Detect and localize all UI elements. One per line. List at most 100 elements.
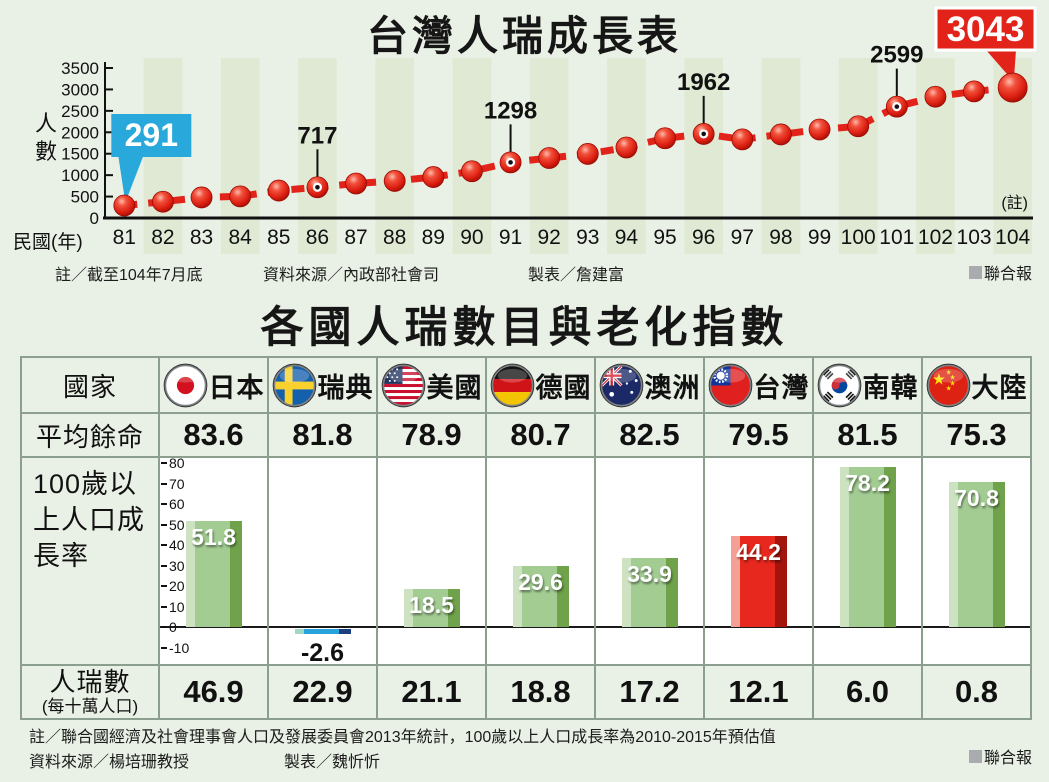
life-expectancy-value: 75.3	[923, 414, 1030, 456]
zero-baseline	[378, 626, 485, 628]
x-axis-year-label: 93	[576, 226, 599, 249]
brand-label: 聯合報	[983, 750, 1032, 767]
centenarian-count-value: 12.1	[705, 666, 812, 718]
zero-baseline	[814, 626, 921, 628]
bar-value-label: -2.6	[300, 639, 345, 664]
country-cell-germany: 德國	[487, 358, 594, 412]
growth-line-chart: 0 500 1000 1500 2000 2500 3000 3500 81 82 83 84 85 86…	[61, 6, 1037, 254]
bar-y-axis-tick: 70	[161, 475, 185, 493]
bar-y-axis-tick: 30	[161, 557, 185, 575]
row-label-centenarians: 人瑞數 (每十萬人口)	[22, 666, 158, 718]
svg-text:★: ★	[949, 380, 955, 387]
flag-usa-icon	[381, 363, 425, 407]
country-cell-taiwan: 台灣	[705, 358, 812, 412]
data-point-dot	[229, 185, 252, 208]
data-point-dot	[963, 80, 985, 103]
country-cell-japan: 日本	[160, 358, 267, 412]
centenarian-count-value: 21.1	[378, 666, 485, 718]
data-point-dot	[152, 190, 174, 213]
x-axis-year-label: 84	[229, 226, 253, 249]
x-axis-year-label: 81	[113, 226, 136, 249]
data-point-dot	[345, 172, 367, 195]
bar-y-axis-tick-label: 70	[169, 475, 185, 492]
brand-badge: 聯合報	[928, 744, 1032, 768]
year-column-stripe	[761, 58, 801, 254]
x-axis-year-label: 103	[957, 226, 992, 249]
x-axis-year-label: 89	[422, 226, 445, 249]
life-expectancy-value: 81.5	[814, 414, 921, 456]
callout-tail	[118, 156, 144, 203]
zero-baseline	[487, 626, 594, 628]
bar-value-label: 44.2	[736, 539, 781, 566]
bar-value-label: 29.6	[518, 569, 563, 596]
growth-rate-bar: 18.5	[403, 589, 460, 627]
data-point-dot	[576, 143, 599, 165]
x-axis-year-label: 82	[151, 226, 174, 249]
brand-square-icon	[968, 749, 982, 763]
y-axis-tick-label: 3000	[61, 80, 99, 99]
data-point-dot	[924, 85, 947, 108]
country-name: 日本	[208, 372, 265, 403]
growth-rate-bar: 70.8	[948, 481, 1005, 627]
data-point-dot	[731, 128, 754, 151]
life-expectancy-value: 78.9	[378, 414, 485, 456]
x-axis-year-label: 99	[808, 226, 831, 249]
tick-mark	[161, 462, 167, 464]
centenarian-count-value: 18.8	[487, 666, 594, 718]
x-axis-year-label: 97	[731, 226, 754, 249]
bar-value-label: 70.8	[954, 484, 999, 511]
table-footnote: 註／聯合國經濟及社會理事會人口及發展委員會2013年統計，100歲以上人口成長率…	[29, 729, 776, 746]
growth-rate-bar: 29.6	[512, 566, 569, 627]
centenarian-count-value: 17.2	[596, 666, 703, 718]
x-axis-year-label: 104	[995, 226, 1030, 249]
country-name: 瑞典	[317, 372, 374, 403]
brand-badge: 聯合報	[928, 260, 1032, 284]
bar-value-label: 33.9	[627, 560, 672, 587]
bar-y-axis-tick-label: 80	[169, 458, 185, 471]
x-axis-title: 民國(年)	[13, 232, 83, 253]
zero-baseline	[269, 626, 376, 628]
y-axis-tick-label: 0	[90, 209, 99, 228]
chart1-credit: 製表／詹建富	[528, 267, 625, 284]
tick-mark	[161, 626, 167, 628]
growth-rate-bar: 44.2	[730, 536, 787, 627]
x-axis-year-label: 91	[499, 226, 522, 249]
section2-title: 各國人瑞數目與老化指數	[260, 304, 789, 352]
data-point-center	[894, 104, 900, 109]
data-point-dot	[654, 127, 676, 150]
centenarian-count-value: 6.0	[814, 666, 921, 718]
data-point-dot	[383, 170, 406, 192]
row-label-life-expectancy: 平均餘命	[22, 414, 158, 456]
table-source: 資料來源／楊培珊教授	[29, 754, 190, 771]
tick-mark	[161, 523, 167, 526]
bar-value-label: 78.2	[845, 469, 890, 496]
growth-rate-bar: 33.9	[621, 557, 678, 627]
growth-bar-cell-sweden: -2.6	[269, 458, 376, 664]
data-point-dot	[538, 147, 561, 169]
bar-value-label: 51.8	[191, 523, 236, 550]
centenarian-count-value: 46.9	[160, 666, 267, 718]
country-name: 大陸	[971, 372, 1028, 403]
y-axis-tick-label: 1000	[61, 166, 99, 185]
bar-y-axis-tick: 60	[161, 495, 185, 513]
year-column-stripe	[220, 58, 260, 254]
flag-sweden-icon	[272, 363, 316, 407]
brand-label: 聯合報	[983, 266, 1032, 283]
callout-min-value: 291	[125, 117, 178, 153]
centenarians-unit-label: (每十萬人口)	[41, 697, 139, 716]
bar-y-axis-tick-label: 0	[169, 619, 177, 635]
y-axis-tick-label: 2000	[61, 123, 99, 142]
data-point-dot	[847, 115, 870, 138]
callout-max-value: 3043	[947, 10, 1025, 49]
life-expectancy-value: 81.8	[269, 414, 376, 456]
flag-south-korea-icon	[817, 363, 861, 407]
data-point-dot	[461, 160, 483, 183]
bar-y-axis-tick: 20	[161, 577, 185, 595]
country-cell-sweden: 瑞典	[269, 358, 376, 412]
life-expectancy-value: 82.5	[596, 414, 703, 456]
bar-y-axis-tick-label: -10	[169, 639, 190, 656]
life-expectancy-value: 79.5	[705, 414, 812, 456]
bar-value-label: 18.5	[409, 592, 454, 619]
x-axis-year-label: 87	[344, 226, 367, 249]
